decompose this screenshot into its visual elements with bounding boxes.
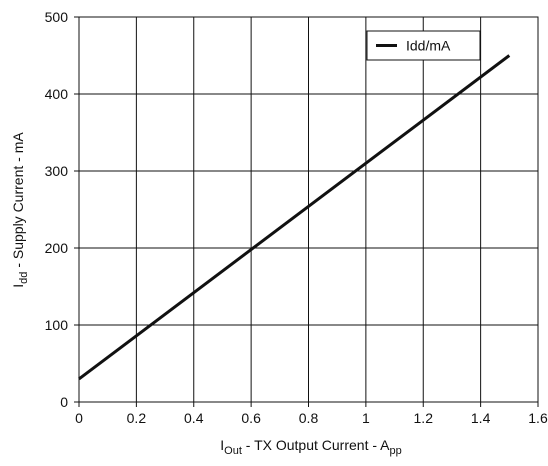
series-line-0: [78, 54, 511, 381]
legend-box: [366, 30, 481, 61]
x-tick-label: 0: [75, 410, 83, 426]
y-tick-label: 0: [60, 394, 68, 410]
y-axis-title-sub: dd: [18, 272, 30, 284]
x-axis-title-sub2: pp: [389, 445, 401, 457]
x-tick-label: 1.2: [414, 410, 434, 426]
x-tick-label: 0.8: [299, 410, 319, 426]
x-tick-labels: 0 0.2 0.4 0.6 0.8 1 1.2 1.4 1.6: [75, 410, 548, 426]
y-tick-label: 100: [45, 317, 69, 333]
y-axis-title-rest: - Supply Current - mA: [10, 132, 26, 272]
y-tick-labels: 0 100 200 300 400 500: [45, 9, 69, 410]
x-axis-title-sub: Out: [224, 445, 242, 457]
x-tick-label: 0.6: [241, 410, 261, 426]
x-axis-title-main: I: [220, 437, 224, 453]
y-tick-label: 500: [45, 9, 69, 25]
y-tick-label: 400: [45, 86, 69, 102]
legend: Idd/mA: [366, 30, 481, 61]
x-tick-label: 1.6: [528, 410, 548, 426]
x-axis-title: IOut - TX Output Current - App: [220, 437, 401, 457]
y-tick-label: 200: [45, 240, 69, 256]
x-tick-label: 1: [362, 410, 370, 426]
x-tick-label: 0.4: [184, 410, 204, 426]
y-axis-title: Idd - Supply Current - mA: [10, 132, 30, 288]
x-tick-label: 0.2: [127, 410, 147, 426]
x-tick-label: 1.4: [471, 410, 491, 426]
x-axis-title-rest: - TX Output Current - A: [242, 437, 390, 453]
y-axis-title-main: I: [10, 284, 26, 288]
series-layer: [78, 54, 511, 381]
legend-label-idd: Idd/mA: [406, 38, 451, 54]
plot-border: [78, 16, 539, 403]
tick-marks: [74, 16, 539, 407]
y-tick-label: 300: [45, 163, 69, 179]
